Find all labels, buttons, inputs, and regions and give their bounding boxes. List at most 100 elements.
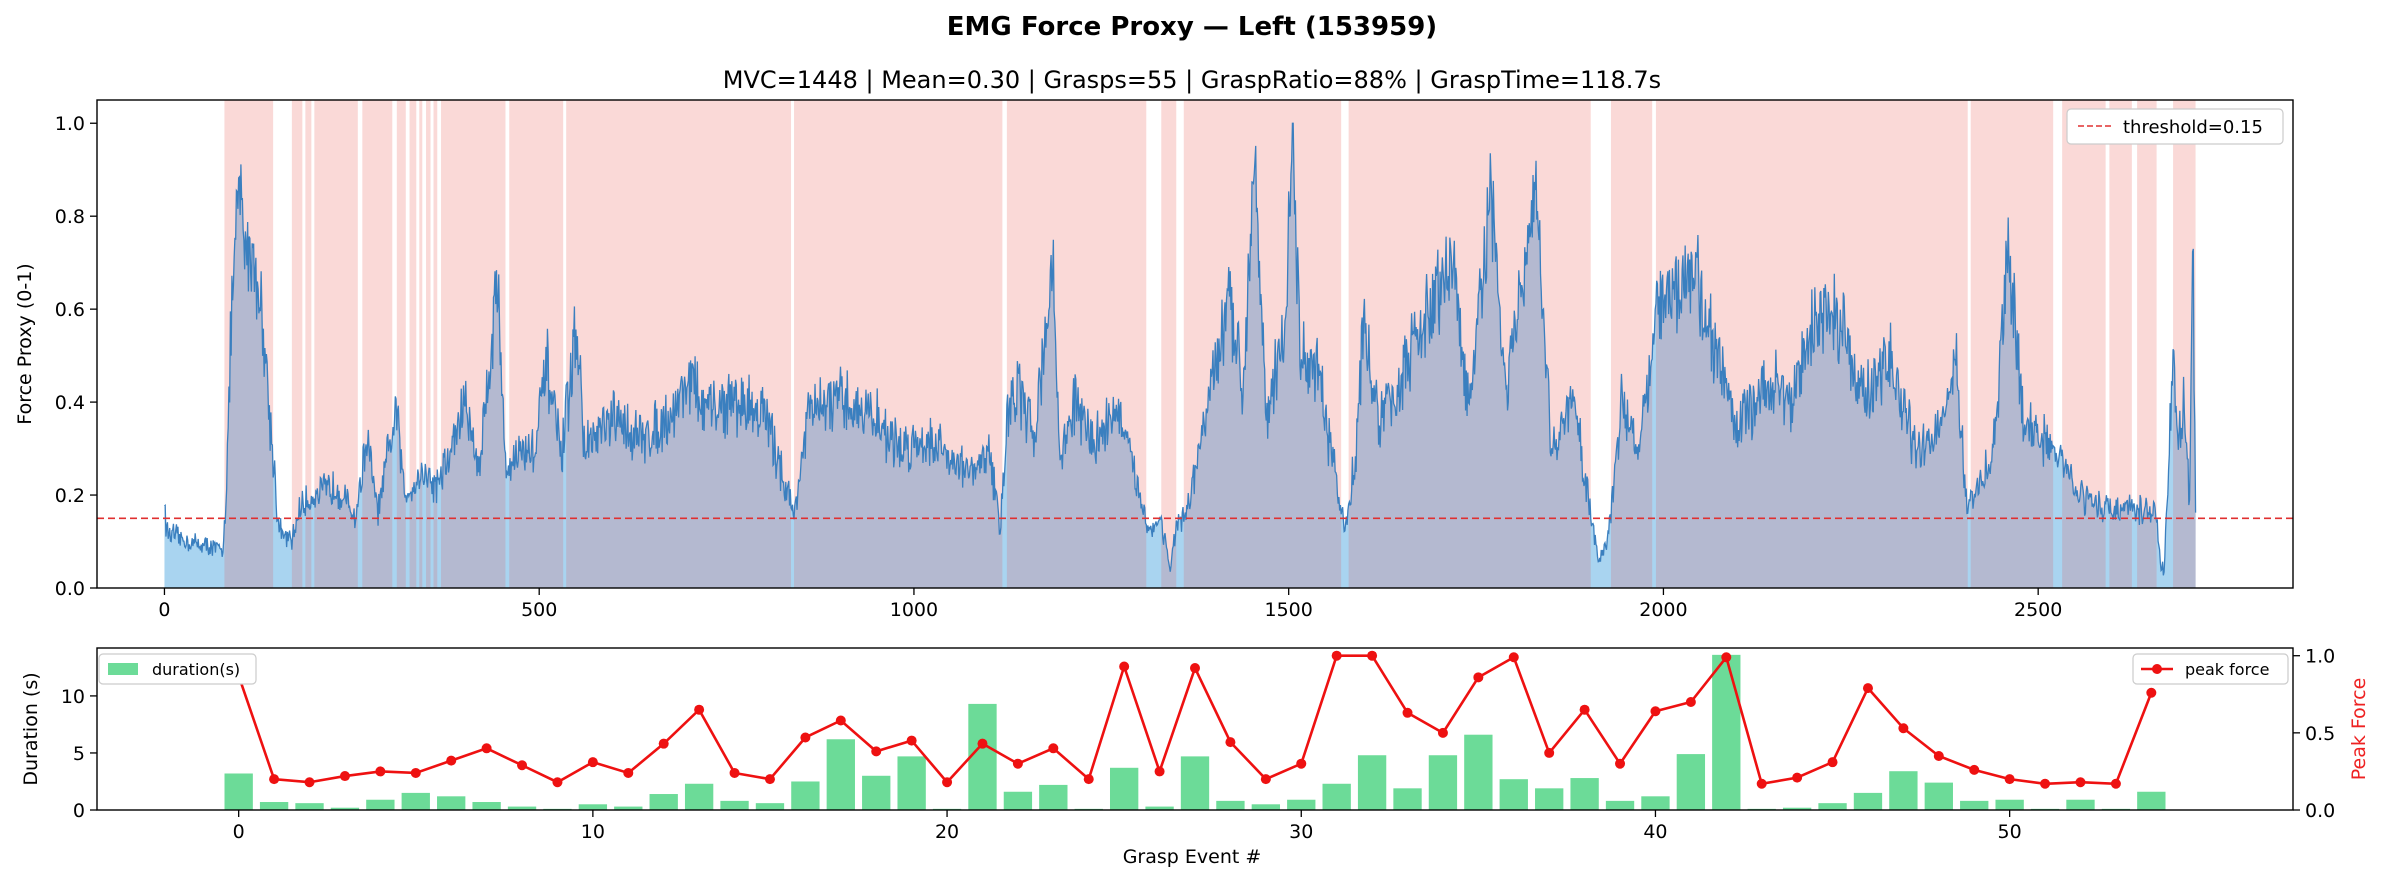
peak-force-point-12 [658,738,669,749]
peak-force-point-11 [623,767,634,778]
peak-force-point-1 [269,774,280,785]
force-y-tick-label: 0.4 [55,392,85,414]
peak-force-point-33 [1402,707,1413,718]
peak-force-point-54 [2146,687,2157,698]
grasp-band-9 [433,100,438,588]
grasp-fill-8 [426,468,431,588]
duration-bar-22 [1003,791,1033,810]
duration-bar-12 [649,794,678,810]
peak-force-point-37 [1544,747,1555,758]
peak-force-point-20 [942,777,953,788]
grasp-band-2 [305,100,312,588]
peak-force-point-14 [729,767,740,778]
grasp-band-6 [409,100,417,588]
duration-bar-2 [295,803,324,810]
duration-bar-30 [1287,799,1316,810]
grasp-fill-5 [396,405,406,588]
figure-title: EMG Force Proxy — Left (153959) [947,12,1437,42]
duration-bar-42 [1712,654,1741,810]
peak-legend-box [2132,653,2289,685]
duration-bar-34 [1428,755,1458,810]
force-x-tick-label: 1500 [1265,599,1313,621]
force-y-tick-label: 0.8 [55,206,85,228]
duration-bar-36 [1499,779,1528,810]
duration-bar-15 [755,803,785,810]
force-y-axis-label: Force Proxy (0-1) [14,263,36,424]
duration-bar-6 [437,796,466,810]
duration-bar-27 [1180,756,1210,810]
grasp-band-5 [396,100,406,588]
peak-force-y-tick-label: 1.0 [2305,646,2335,668]
duration-bar-48 [1924,782,1953,810]
force-y-tick-label: 1.0 [55,113,85,135]
grasp-band-23 [2137,100,2157,588]
duration-bar-19 [897,756,926,810]
peak-force-point-40 [1650,706,1661,717]
duration-bar-29 [1251,804,1281,810]
grasp-x-tick-label: 0 [233,821,245,843]
force-x-tick-label: 0 [158,599,170,621]
force-x-tick-label: 500 [521,599,557,621]
duration-bar-50 [1995,799,2024,810]
force-x-tick-label: 1000 [890,599,938,621]
duration-bar-14 [720,800,749,810]
force-legend: threshold=0.15 [2066,108,2284,145]
peak-force-point-52 [2075,777,2086,788]
peak-force-point-45 [1827,757,1838,768]
peak-force-y-axis: 0.0 0.5 1.0 [2293,646,2335,822]
duration-bar-33 [1393,788,1422,810]
peak-force-point-32 [1367,650,1378,661]
duration-legend-box [98,653,257,685]
peak-force-point-13 [694,704,705,715]
peak-force-point-51 [2040,778,2051,789]
duration-y-axis-label: Duration (s) [20,672,42,785]
peak-force-point-17 [835,715,846,726]
duration-bar-5 [401,792,430,810]
duration-y-tick-label: 5 [73,743,85,765]
peak-force-y-axis-label: Peak Force [2348,678,2370,781]
grasp-x-tick-label: 30 [1289,821,1313,843]
grasp-x-tick-label: 20 [935,821,959,843]
duration-bar-11 [614,806,643,810]
force-x-tick-label: 2000 [1639,599,1687,621]
peak-force-y-tick-label: 0.0 [2305,800,2335,822]
peak-force-point-42 [1721,652,1732,663]
grasp-fill-20 [1970,217,2054,588]
grasp-band-8 [426,100,431,588]
peak-force-point-24 [1083,774,1094,785]
duration-bar-13 [684,783,714,810]
peak-force-point-7 [481,743,492,754]
grasp-fill-2 [305,485,312,588]
peak-force-points [233,650,2157,789]
grasp-panel: 0 10 20 30 40 50 0 5 10 0.0 0.5 1.0 Grasp Event #… [20,646,2370,868]
grasp-fill-7 [419,462,423,588]
peak-force-point-44 [1792,772,1803,783]
peak-force-y-tick-label: 0.5 [2305,723,2335,745]
duration-bars [224,654,2166,810]
duration-legend: duration(s) [98,653,257,685]
peak-force-point-21 [977,738,988,749]
peak-force-point-49 [1969,764,1980,775]
duration-bar-28 [1216,800,1245,810]
grasp-x-tick-label: 40 [1643,821,1667,843]
peak-force-point-26 [1154,766,1165,777]
grasp-band-1 [291,100,303,588]
force-panel-title: MVC=1448 | Mean=0.30 | Grasps=55 | Grasp… [723,66,1661,94]
duration-bar-44 [1782,807,1812,810]
duration-bar-17 [826,739,855,810]
peak-force-point-19 [906,735,917,746]
grasp-x-axis: 0 10 20 30 40 50 [233,810,2022,843]
duration-bar-0 [224,773,253,810]
duration-bar-7 [472,802,501,810]
duration-bar-41 [1676,754,1706,810]
grasp-band-22 [2109,100,2132,588]
peak-force-point-35 [1473,672,1484,683]
duration-bar-54 [2137,791,2166,810]
grasp-fill-12 [566,306,792,588]
grasp-fill-14 [1006,239,1147,589]
duration-bar-23 [1039,784,1068,810]
peak-force-point-39 [1615,758,1626,769]
duration-bar-18 [862,775,891,810]
grasp-band-15 [1161,100,1177,588]
